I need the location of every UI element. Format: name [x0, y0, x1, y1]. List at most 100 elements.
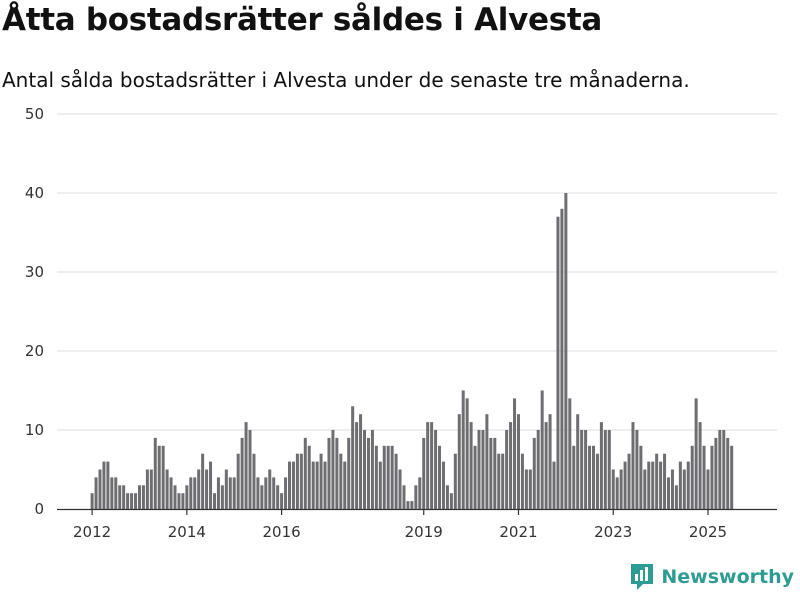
bar	[363, 430, 367, 509]
bar	[651, 461, 655, 509]
bar	[189, 477, 193, 509]
bar	[382, 445, 386, 509]
bar	[303, 437, 307, 509]
bar	[390, 445, 394, 509]
bar	[137, 485, 141, 509]
bar	[90, 493, 94, 509]
bar	[623, 461, 627, 509]
bar	[406, 501, 410, 509]
bar	[212, 493, 216, 509]
bar	[509, 422, 513, 509]
bar	[295, 453, 299, 509]
bar	[232, 477, 236, 509]
bar	[445, 485, 449, 509]
bar	[607, 430, 611, 509]
bar	[674, 485, 678, 509]
bar	[141, 485, 145, 509]
bar	[197, 469, 201, 509]
bar	[430, 422, 434, 509]
bar	[177, 493, 181, 509]
bar	[311, 461, 315, 509]
bar	[659, 461, 663, 509]
bar	[453, 453, 457, 509]
bar-series	[90, 193, 734, 510]
bar	[370, 430, 374, 509]
y-tick-label: 20	[25, 342, 44, 360]
chart-title: Åtta bostadsrätter såldes i Alvesta	[2, 2, 603, 38]
bar	[118, 485, 122, 509]
bar	[702, 445, 706, 509]
bar	[524, 469, 528, 509]
bar	[284, 477, 288, 509]
bar	[726, 437, 730, 509]
tick-labels: 0102030405082012201420162019202120232025	[25, 105, 727, 540]
bar	[434, 430, 438, 509]
bar	[205, 469, 209, 509]
bar	[694, 398, 698, 509]
bar	[710, 445, 714, 509]
bar	[157, 445, 161, 509]
bar	[248, 430, 252, 509]
bar	[426, 422, 430, 509]
bar	[98, 469, 102, 509]
bar	[481, 430, 485, 509]
x-tick-label: 2012	[73, 523, 111, 540]
bar	[216, 477, 220, 509]
bar	[366, 437, 370, 509]
bar	[252, 453, 256, 509]
bar	[465, 398, 469, 509]
bar	[418, 477, 422, 509]
bar	[678, 461, 682, 509]
bar	[244, 422, 248, 509]
bar	[595, 453, 599, 509]
bar	[722, 430, 726, 509]
bar	[161, 445, 165, 509]
bar	[260, 485, 264, 509]
bar	[272, 477, 276, 509]
bar	[276, 485, 280, 509]
bar	[477, 430, 481, 509]
bar	[110, 477, 114, 509]
bar	[307, 445, 311, 509]
bar	[102, 461, 106, 509]
bar	[335, 437, 339, 509]
bar	[169, 477, 173, 509]
bar	[402, 485, 406, 509]
bar	[485, 414, 489, 509]
brand-name: Newsworthy	[661, 566, 794, 588]
bar	[228, 477, 232, 509]
bar	[264, 477, 268, 509]
bar	[643, 469, 647, 509]
bar	[520, 453, 524, 509]
x-tick-label: 2019	[405, 523, 443, 540]
bar	[639, 445, 643, 509]
bar	[323, 461, 327, 509]
bar	[619, 469, 623, 509]
bar	[580, 430, 584, 509]
x-tick-label: 2023	[594, 523, 632, 540]
bar	[359, 414, 363, 509]
bar	[615, 477, 619, 509]
bar	[236, 453, 240, 509]
bar	[106, 461, 110, 509]
bar	[513, 398, 517, 509]
bar	[548, 414, 552, 509]
bar	[540, 390, 544, 509]
bar	[457, 414, 461, 509]
bar	[149, 469, 153, 509]
y-tick-label: 50	[25, 105, 44, 123]
bar	[576, 414, 580, 509]
bar	[145, 469, 149, 509]
bar	[635, 430, 639, 509]
x-tick-label: 2014	[168, 523, 206, 540]
bar	[698, 422, 702, 509]
newsworthy-logo[interactable]: Newsworthy	[629, 562, 794, 592]
bar	[268, 469, 272, 509]
bar	[438, 445, 442, 509]
bar	[556, 216, 560, 509]
bar	[410, 501, 414, 509]
bar	[122, 485, 126, 509]
bar	[414, 485, 418, 509]
bar	[718, 430, 722, 509]
bar	[493, 437, 497, 509]
